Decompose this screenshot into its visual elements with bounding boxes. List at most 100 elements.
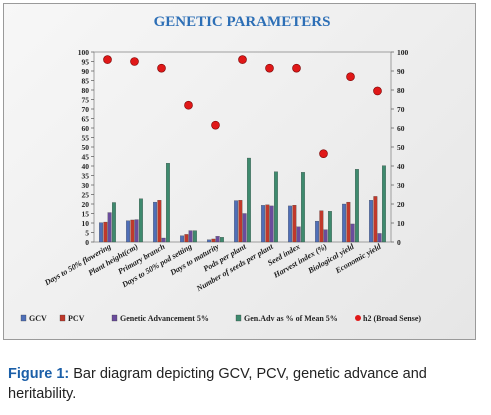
bar-pcv [292, 205, 297, 243]
bar-gen-adv-as-of-mean-5 [166, 163, 170, 243]
legend: GCV PCV Genetic Advancement 5% Gen.Adv as %… [20, 314, 421, 323]
bar-genetic-advancement-5 [242, 213, 247, 243]
legend-entry: PCV [68, 314, 85, 323]
bar-genetic-advancement-5 [188, 230, 193, 243]
bar-gen-adv-as-of-mean-5 [193, 230, 197, 243]
bar-genetic-advancement-5 [107, 212, 112, 243]
bar-gcv [180, 235, 184, 243]
bar-genetic-advancement-5 [377, 233, 382, 243]
legend-swatch [20, 314, 27, 322]
left-axis-tick-label: 30 [82, 181, 90, 190]
h2-point [130, 57, 139, 66]
bar-gcv [288, 205, 292, 243]
h2-point [319, 149, 328, 158]
bar-genetic-advancement-5 [296, 226, 301, 243]
left-axis-tick-label: 0 [85, 238, 89, 247]
caption-text: Bar diagram depicting GCV, PCV, genetic … [8, 366, 427, 402]
bar-gen-adv-as-of-mean-5 [355, 169, 359, 243]
h2-point [184, 100, 193, 110]
right-axis-tick-label: 100 [397, 48, 409, 57]
h2-point [292, 63, 301, 73]
left-axis-tick-label: 80 [82, 86, 90, 95]
bar-gcv [234, 200, 238, 243]
bar-gcv [99, 222, 103, 243]
left-axis-tick-label: 85 [82, 77, 90, 86]
legend-swatch [111, 314, 118, 322]
left-axis-tick-label: 10 [82, 219, 90, 228]
bar-gen-adv-as-of-mean-5 [274, 171, 278, 243]
bar-pcv [130, 219, 135, 243]
bar-pcv [319, 210, 324, 243]
h2-point [238, 55, 247, 64]
left-axis-tick-label: 15 [82, 210, 90, 219]
bar-gen-adv-as-of-mean-5 [247, 157, 251, 243]
h2-point [346, 72, 355, 81]
bar-gcv [207, 239, 211, 243]
right-axis-tick-label: 60 [397, 124, 405, 133]
right-axis-tick-label: 30 [397, 181, 405, 190]
right-axis-tick-label: 10 [397, 219, 405, 228]
right-axis-tick-label: 70 [397, 105, 405, 114]
right-axis-tick-label: 0 [397, 238, 401, 247]
bar-gen-adv-as-of-mean-5 [112, 202, 116, 243]
left-axis-tick-label: 90 [82, 67, 90, 76]
bar-gcv [369, 200, 373, 243]
figure-caption: Figure 1: Bar diagram depicting GCV, PCV… [8, 364, 478, 404]
left-axis-tick-label: 25 [82, 191, 90, 200]
bar-genetic-advancement-5 [134, 219, 139, 243]
bar-gcv [342, 203, 346, 243]
legend-entry: Genetic Advancement 5% [120, 314, 209, 323]
bar-gcv [315, 220, 319, 243]
category-label: Economic yield [333, 241, 383, 275]
h2-point [157, 63, 166, 73]
right-axis-tick-label: 40 [397, 162, 405, 171]
bar-gen-adv-as-of-mean-5 [301, 172, 305, 243]
bar-pcv [184, 234, 189, 243]
bar-gen-adv-as-of-mean-5 [220, 237, 224, 243]
caption-label: Figure 1: [8, 366, 70, 382]
legend-entry: h2 (Broad Sense) [363, 314, 421, 323]
bar-pcv [211, 238, 216, 243]
legend-entry: Gen.Adv as % of Mean 5% [244, 314, 338, 323]
right-axis-tick-label: 80 [397, 86, 405, 95]
legend-swatch [59, 314, 66, 322]
right-axis-tick-label: 50 [397, 143, 405, 152]
left-axis-tick-label: 95 [82, 58, 90, 67]
bar-gen-adv-as-of-mean-5 [382, 165, 386, 243]
left-axis-tick-label: 35 [82, 172, 90, 181]
bar-genetic-advancement-5 [215, 236, 220, 243]
bar-pcv [346, 201, 351, 243]
bar-genetic-advancement-5 [161, 237, 166, 243]
left-axis-tick-label: 60 [82, 124, 90, 133]
right-axis-tick-label: 20 [397, 200, 405, 209]
bar-gen-adv-as-of-mean-5 [328, 211, 332, 243]
legend-swatch [235, 314, 242, 322]
bar-pcv [103, 221, 108, 243]
bar-genetic-advancement-5 [269, 205, 274, 243]
bar-pcv [238, 200, 243, 243]
left-axis-tick-label: 20 [82, 200, 90, 209]
bar-genetic-advancement-5 [350, 223, 355, 243]
h2-point [103, 55, 112, 64]
left-axis-tick-label: 45 [82, 153, 90, 162]
right-axis-tick-label: 90 [397, 67, 405, 76]
left-axis-tick-label: 55 [82, 134, 90, 143]
left-axis-tick-label: 65 [82, 115, 90, 124]
bar-genetic-advancement-5 [323, 229, 328, 243]
h2-point [265, 63, 274, 73]
bar-pcv [373, 196, 378, 243]
bar-gcv [126, 220, 130, 243]
chart-frame: GENETIC PARAMETERS 0 5 10 15 20 25 30 35 40 45 50 5… [3, 3, 476, 340]
legend-entry: GCV [29, 314, 47, 323]
bar-pcv [157, 200, 162, 243]
bar-gcv [261, 205, 265, 243]
left-axis-tick-label: 70 [82, 105, 90, 114]
bar-chart: GENETIC PARAMETERS 051015202530354045505… [20, 14, 421, 323]
left-axis-tick-label: 50 [82, 143, 90, 152]
left-axis-tick-label: 5 [85, 229, 89, 238]
bar-pcv [265, 204, 270, 243]
left-axis-tick-label: 75 [82, 96, 90, 105]
left-axis-tick-label: 40 [82, 162, 90, 171]
bar-gen-adv-as-of-mean-5 [139, 198, 143, 243]
bar-gcv [153, 201, 157, 243]
